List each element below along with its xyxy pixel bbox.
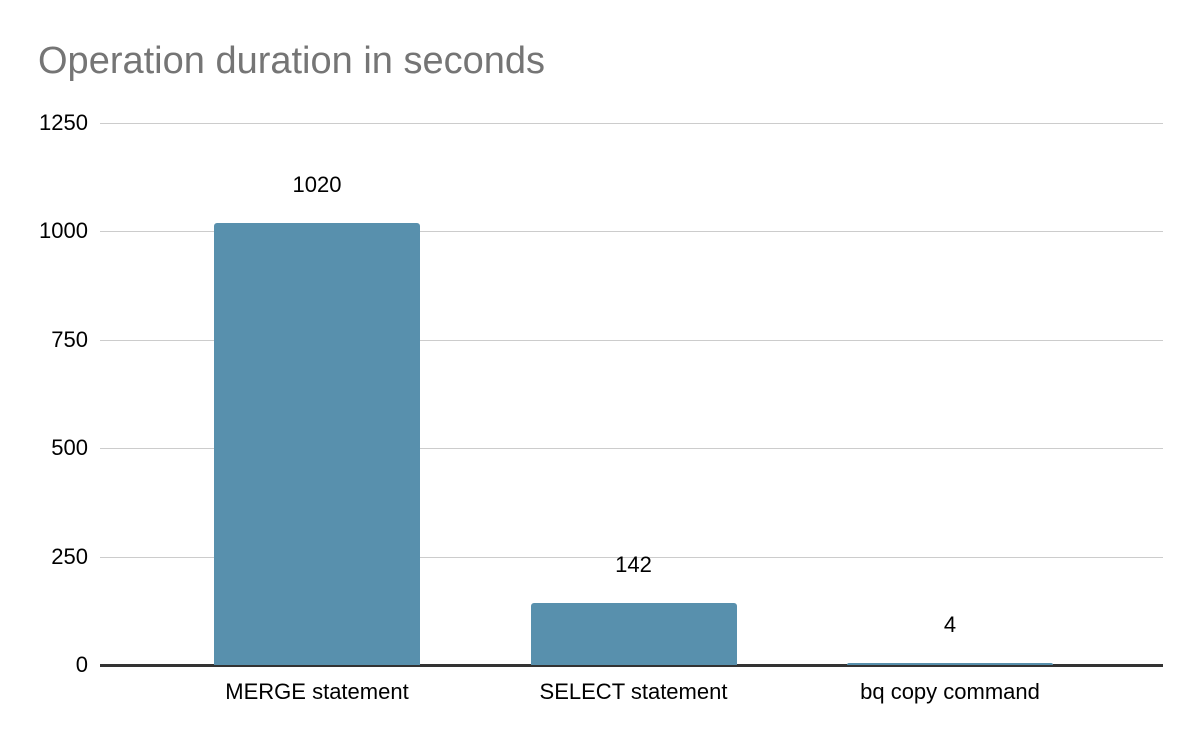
- gridline: [100, 340, 1163, 341]
- y-axis-tick-label: 500: [51, 435, 88, 461]
- y-axis-tick-label: 750: [51, 326, 88, 352]
- y-axis-tick-label: 250: [51, 543, 88, 569]
- x-axis-category-label: bq copy command: [860, 679, 1040, 704]
- bar-value-label: 142: [615, 552, 652, 578]
- y-axis-tick-label: 1000: [39, 218, 88, 244]
- gridline: [100, 123, 1163, 124]
- bar-select-statement: [530, 603, 737, 665]
- x-axis-line: [100, 664, 1163, 667]
- y-axis-tick-label: 0: [75, 652, 88, 677]
- x-axis-category-label: MERGE statement: [225, 679, 409, 704]
- gridline: [100, 448, 1163, 449]
- chart-title: Operation duration in seconds: [38, 40, 545, 82]
- x-axis-category-label: SELECT statement: [539, 679, 728, 704]
- bar-merge-statement: [214, 222, 420, 665]
- gridline: [100, 557, 1163, 558]
- bar-value-label: 1020: [292, 171, 342, 197]
- y-axis-tick-label: 1250: [39, 110, 88, 135]
- gridline: [100, 231, 1163, 232]
- bar-bq-copy-command: [847, 663, 1053, 665]
- bar-value-label: 4: [943, 612, 957, 638]
